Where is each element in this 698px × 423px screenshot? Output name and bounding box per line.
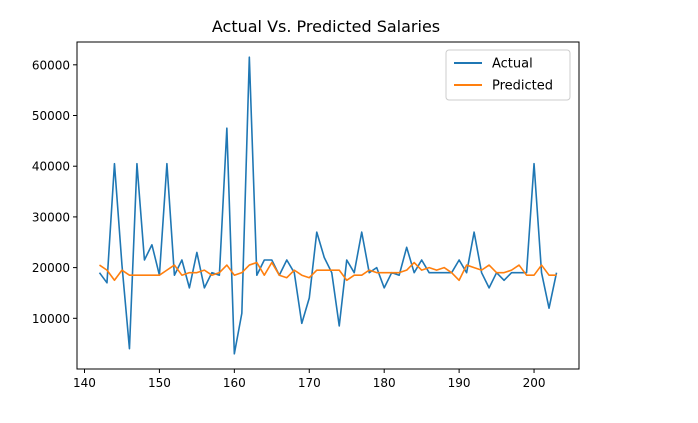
plot-frame (76, 41, 580, 370)
series-line-predicted (99, 261, 557, 282)
y-tick-label: 40000 (32, 160, 70, 174)
legend-label-actual: Actual (492, 57, 533, 72)
y-tick-label: 60000 (32, 58, 70, 72)
y-tick-label: 30000 (32, 210, 70, 224)
x-tick-label: 160 (223, 376, 246, 390)
x-tick-label: 200 (523, 376, 546, 390)
y-tick-label: 50000 (32, 109, 70, 123)
plot-lines (98, 56, 558, 355)
x-tick-label: 170 (298, 376, 321, 390)
legend-label-predicted: Predicted (492, 79, 553, 94)
y-tick-label: 20000 (32, 261, 70, 275)
y-tick-label: 10000 (32, 312, 70, 326)
legend: Actual Predicted (445, 49, 571, 101)
x-tick-label: 140 (73, 376, 96, 390)
x-tick-label: 190 (448, 376, 471, 390)
chart-title: Actual Vs. Predicted Salaries (212, 17, 440, 36)
x-tick-label: 150 (148, 376, 171, 390)
series-line-actual (98, 56, 558, 355)
x-axis: 140 150 160 170 180 190 200 (73, 369, 545, 390)
y-axis: 10000 20000 30000 40000 50000 60000 (32, 58, 77, 326)
x-tick-label: 180 (373, 376, 396, 390)
